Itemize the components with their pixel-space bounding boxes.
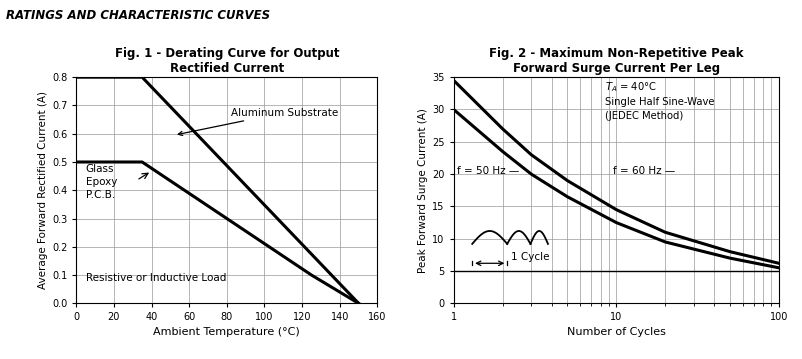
Y-axis label: Peak Forward Surge Current (A): Peak Forward Surge Current (A) — [418, 108, 427, 273]
X-axis label: Number of Cycles: Number of Cycles — [566, 327, 665, 336]
X-axis label: Ambient Temperature (°C): Ambient Temperature (°C) — [153, 327, 300, 336]
Y-axis label: Average Forward Rectified Current (A): Average Forward Rectified Current (A) — [38, 91, 47, 289]
Title: Fig. 1 - Derating Curve for Output
Rectified Current: Fig. 1 - Derating Curve for Output Recti… — [115, 47, 338, 75]
Title: Fig. 2 - Maximum Non-Repetitive Peak
Forward Surge Current Per Leg: Fig. 2 - Maximum Non-Repetitive Peak For… — [488, 47, 743, 75]
Text: f = 60 Hz —: f = 60 Hz — — [612, 166, 674, 176]
Text: $T_A$ = 40°C
Single Half Sine-Wave
(JEDEC Method): $T_A$ = 40°C Single Half Sine-Wave (JEDE… — [604, 80, 714, 121]
Text: Resistive or Inductive Load: Resistive or Inductive Load — [86, 274, 226, 284]
Text: f = 50 Hz —: f = 50 Hz — — [456, 166, 519, 176]
Text: RATINGS AND CHARACTERISTIC CURVES: RATINGS AND CHARACTERISTIC CURVES — [6, 9, 270, 22]
Text: 1 Cycle: 1 Cycle — [510, 252, 549, 262]
Text: Glass
Epoxy
P.C.B.: Glass Epoxy P.C.B. — [86, 164, 117, 200]
Text: Aluminum Substrate: Aluminum Substrate — [178, 108, 338, 135]
